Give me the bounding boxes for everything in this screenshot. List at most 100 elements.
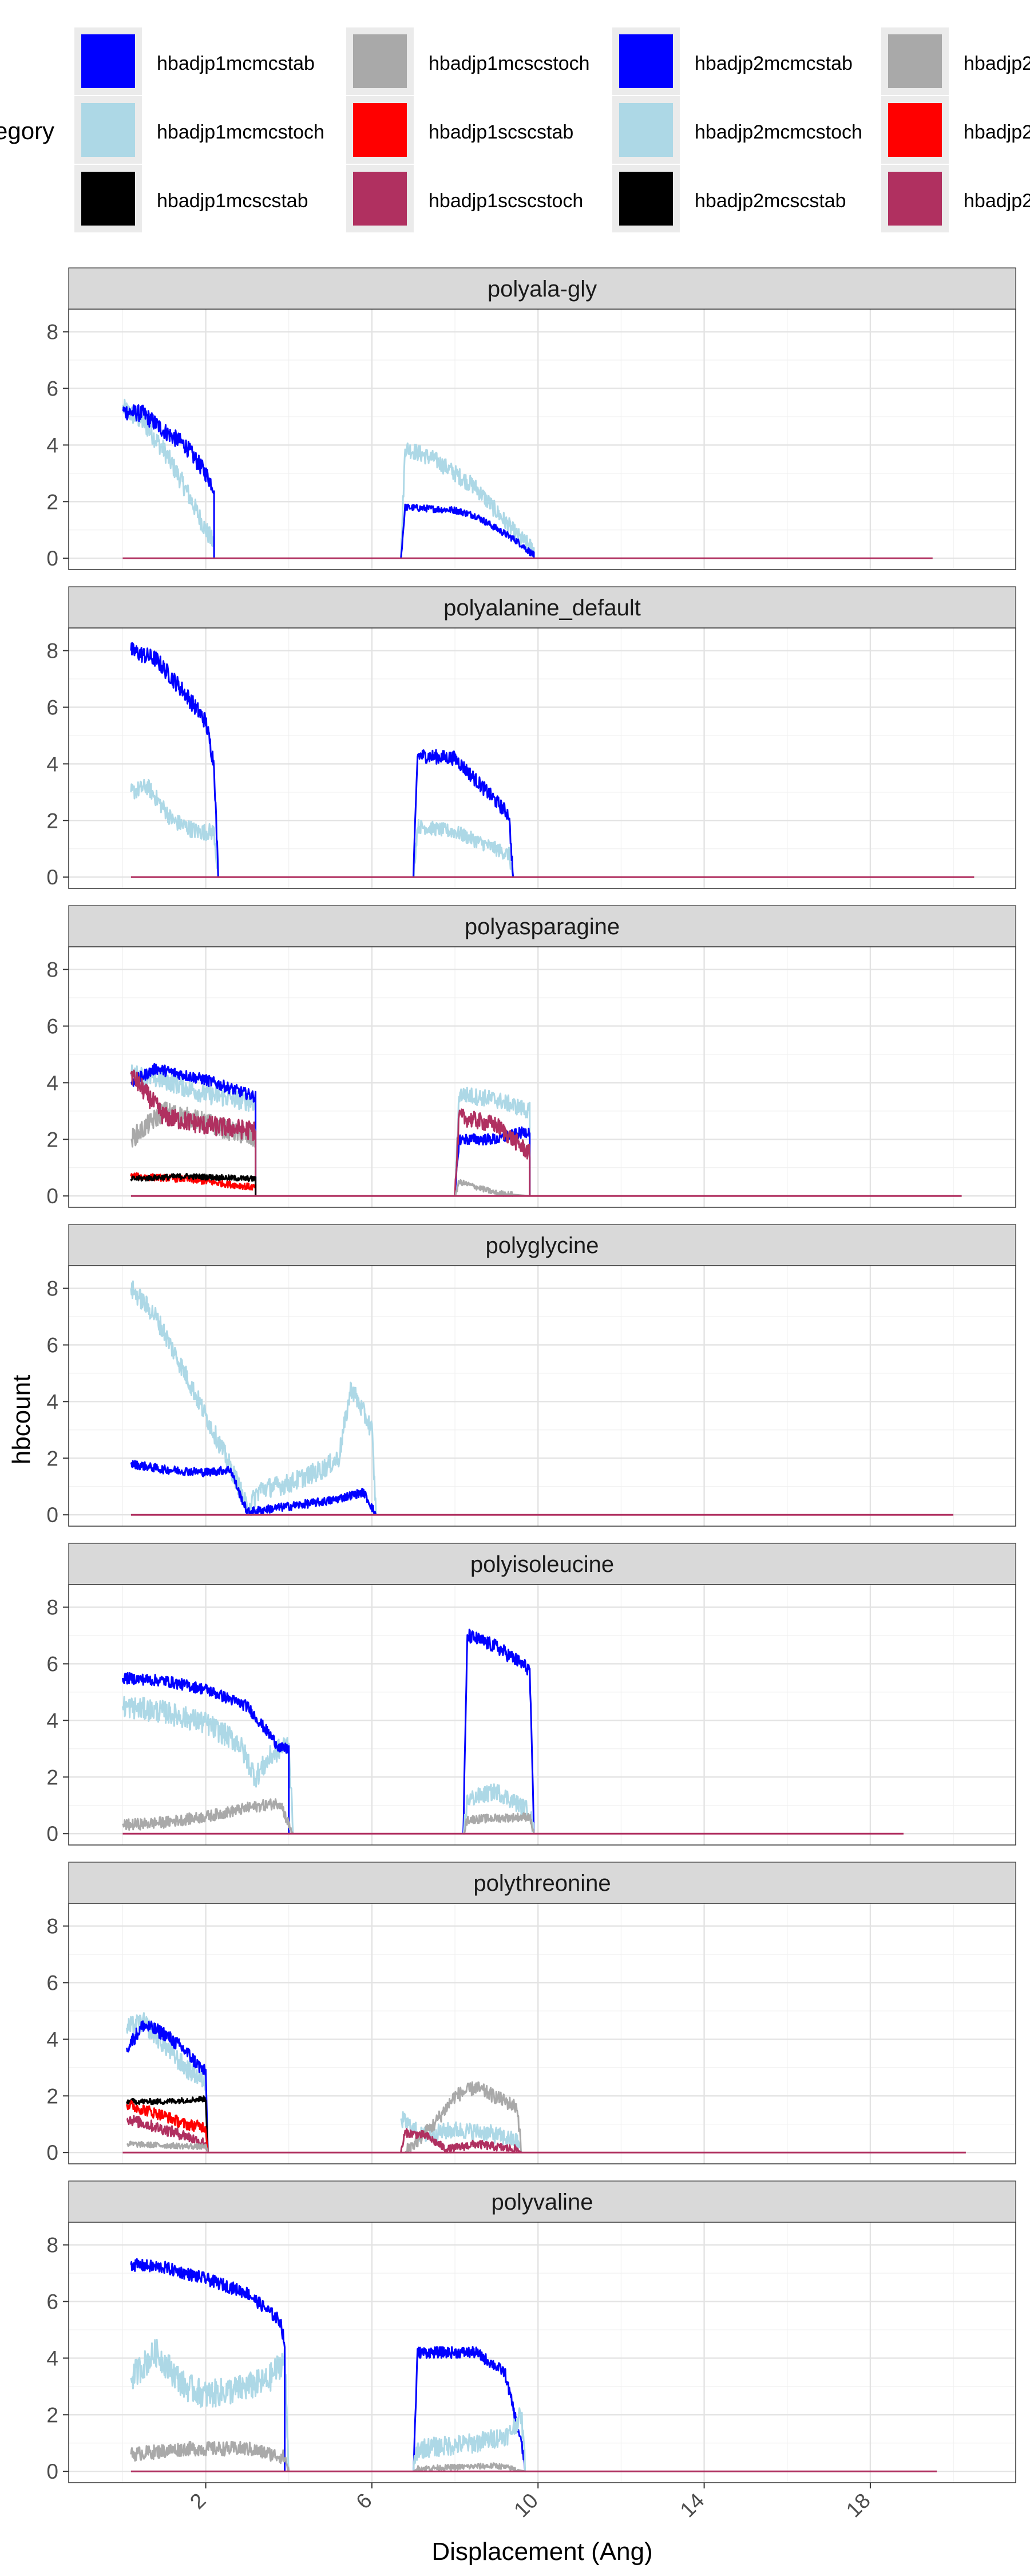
series-line xyxy=(130,1064,257,1196)
y-tick-label: 4 xyxy=(46,1071,58,1095)
legend-key xyxy=(346,165,414,232)
legend-swatch xyxy=(888,172,942,226)
legend-swatch xyxy=(353,34,407,88)
legend-swatch xyxy=(81,172,135,226)
legend-label: hbadjp2 xyxy=(964,121,1030,143)
legend-label: hbadjp1mcmcstoch xyxy=(157,121,324,143)
plot-background xyxy=(69,309,1016,570)
facet-strip xyxy=(68,1543,1016,1585)
y-tick-label: 0 xyxy=(46,547,58,570)
facet-panel: polyasparagine 0 2 4 6 8 xyxy=(46,905,1016,1208)
legend-swatch xyxy=(353,172,407,226)
legend: egory hbadjp1mcmcstab hbadjp1mcmcstoch hba… xyxy=(0,0,1030,240)
y-tick-label: 6 xyxy=(46,1971,58,1994)
facet-panel: polyisoleucine 0 2 4 6 8 xyxy=(46,1543,1016,1846)
legend-label: hbadjp1mcscstoch xyxy=(429,53,590,74)
panel-border xyxy=(68,1903,1016,2164)
y-tick-label: 0 xyxy=(46,1822,58,1846)
series-line xyxy=(454,1179,530,1197)
series-line xyxy=(126,2115,209,2153)
legend-label: hbadjp2mcscstab xyxy=(695,190,846,212)
series-line xyxy=(130,1063,257,1196)
series-line xyxy=(413,2462,526,2472)
facet-title: polyvaline xyxy=(492,2190,593,2215)
y-tick-label: 0 xyxy=(46,866,58,889)
y-tick-label: 2 xyxy=(46,809,58,832)
x-tick-label: 6 xyxy=(351,2488,377,2514)
series-line xyxy=(130,2441,290,2472)
legend-key xyxy=(881,27,949,95)
y-tick-label: 8 xyxy=(46,1915,58,1938)
series-line xyxy=(454,1086,531,1196)
y-tick-label: 8 xyxy=(46,639,58,663)
y-tick-label: 6 xyxy=(46,1652,58,1676)
legend-swatch xyxy=(619,34,673,88)
series-line xyxy=(130,642,219,878)
series-line xyxy=(122,404,215,559)
legend-label: hbadjp1mcmcstab xyxy=(157,53,315,74)
facet-title: polyasparagine xyxy=(465,914,620,939)
legend-key xyxy=(74,27,142,95)
series-line xyxy=(130,2338,290,2472)
facet-panel: polyalanine_default 0 2 4 6 8 xyxy=(46,586,1016,889)
facet-title: polythreonine xyxy=(473,1871,611,1896)
facet-strip xyxy=(68,586,1016,629)
y-tick-label: 6 xyxy=(46,377,58,400)
legend-key xyxy=(74,96,142,164)
x-tick-label: 18 xyxy=(842,2488,875,2522)
y-tick-label: 4 xyxy=(46,433,58,457)
facet-strip xyxy=(68,2180,1016,2223)
series-line xyxy=(413,2407,526,2472)
legend-key xyxy=(612,96,680,164)
y-tick-label: 6 xyxy=(46,1014,58,1038)
panel-border xyxy=(68,2222,1016,2483)
series-line xyxy=(130,1173,257,1196)
legend-key xyxy=(346,27,414,95)
series-line xyxy=(454,1108,531,1196)
plot-background xyxy=(69,628,1016,888)
series-line xyxy=(126,2012,209,2153)
y-tick-label: 8 xyxy=(46,1596,58,1619)
series-line xyxy=(121,1696,294,1834)
facet-title: polyalanine_default xyxy=(443,595,641,621)
series-line xyxy=(121,1672,290,1834)
series-line xyxy=(130,2258,286,2472)
y-tick-label: 0 xyxy=(46,2460,58,2483)
series-line xyxy=(400,2128,522,2154)
facet-title: polyisoleucine xyxy=(470,1552,614,1577)
y-tick-label: 2 xyxy=(46,2084,58,2108)
x-axis-label: Displacement (Ang) xyxy=(431,2538,652,2566)
legend-title: egory xyxy=(0,117,55,144)
y-tick-label: 0 xyxy=(46,1503,58,1527)
legend-swatch xyxy=(888,103,942,157)
x-tick-label: 14 xyxy=(675,2488,708,2522)
facet-panel: polyglycine 0 2 4 6 8 xyxy=(46,1224,1016,1527)
y-tick-label: 0 xyxy=(46,2141,58,2164)
series-line xyxy=(400,503,535,559)
x-tick-label: 10 xyxy=(509,2488,542,2522)
legend-label: hbadjp2 xyxy=(964,190,1030,212)
y-tick-label: 8 xyxy=(46,321,58,344)
facet-title: polyala-gly xyxy=(488,276,597,302)
y-tick-label: 2 xyxy=(46,2403,58,2427)
series-line xyxy=(130,1069,257,1196)
panel-border xyxy=(68,1584,1016,1846)
y-tick-label: 8 xyxy=(46,1277,58,1301)
legend-swatch xyxy=(619,172,673,226)
y-tick-label: 4 xyxy=(46,1709,58,1732)
legend-swatch xyxy=(81,103,135,157)
legend-label: hbadjp1mcscstab xyxy=(157,190,308,212)
y-tick-label: 4 xyxy=(46,752,58,776)
legend-label: hbadjp2 xyxy=(964,53,1030,74)
y-tick-label: 8 xyxy=(46,958,58,982)
facet-panel: polyvaline 0 2 4 6 8 xyxy=(46,2180,1016,2483)
y-tick-label: 2 xyxy=(46,490,58,513)
series-line xyxy=(126,2140,209,2153)
panel-border xyxy=(68,946,1016,1208)
series-line xyxy=(126,2020,209,2153)
series-line xyxy=(400,442,535,559)
legend-label: hbadjp1scscstab xyxy=(429,121,574,143)
facet-strip xyxy=(68,267,1016,310)
series-line xyxy=(413,819,514,878)
legend-swatch xyxy=(81,34,135,88)
